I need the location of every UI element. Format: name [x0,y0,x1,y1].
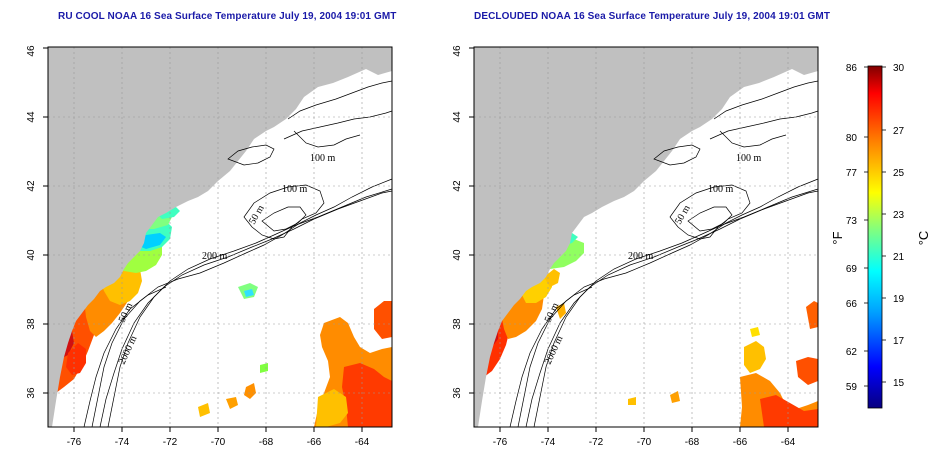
contour-label-200m: 200 m [628,251,654,262]
contour-label-200m: 200 m [202,251,228,262]
celsius-tick: 19 [893,294,905,305]
left-y-tick-labels: 36 38 40 42 44 46 [26,45,37,399]
lon-label: -68 [259,437,274,448]
lat-label: 46 [452,45,463,57]
right-y-ticks [469,47,474,394]
celsius-tick: 21 [893,252,905,263]
right-map-title: DECLOUDED NOAA 16 Sea Surface Temperatur… [474,11,831,22]
lon-label: -76 [493,437,508,448]
fahrenheit-tick: 66 [846,299,858,310]
fahrenheit-ticks: 86 80 77 73 69 66 62 59 [846,63,858,393]
lon-label: -64 [355,437,370,448]
lon-label: -70 [637,437,652,448]
right-frame [473,46,819,428]
lon-label: -74 [115,437,130,448]
lat-label: 38 [26,318,37,330]
fahrenheit-tick: 62 [846,347,858,358]
lat-label: 46 [26,45,37,57]
fahrenheit-tick: 77 [846,168,858,179]
celsius-ticks: 30 27 25 23 21 19 17 15 [893,63,905,389]
celsius-tick: 17 [893,336,905,347]
fahrenheit-unit-label: °F [830,231,845,244]
contour-label-100m-a: 100 m [736,153,762,164]
lon-label: -64 [781,437,796,448]
lon-label: -72 [589,437,604,448]
left-map-panel: 100 m 100 m 50 m 200 m 50 m 2000 m -76 [26,45,393,448]
lon-label: -66 [733,437,748,448]
left-x-tick-labels: -76 -74 -72 -70 -68 -66 -64 [67,437,370,448]
right-gridlines [474,47,818,427]
celsius-tick: 25 [893,168,905,179]
fahrenheit-tick: 86 [846,63,858,74]
colorbar: 86 80 77 73 69 66 62 59 30 27 25 23 21 1… [830,63,931,409]
fahrenheit-tick: 80 [846,133,858,144]
lon-label: -66 [307,437,322,448]
celsius-tickmarks [882,66,886,383]
left-map-title: RU COOL NOAA 16 Sea Surface Temperature … [58,11,397,22]
contour-label-100m-a: 100 m [310,153,336,164]
left-y-ticks [43,47,48,394]
left-gridlines [48,47,392,427]
fahrenheit-tickmarks [864,66,868,387]
lat-label: 40 [26,249,37,261]
lon-label: -74 [541,437,556,448]
lon-label: -68 [685,437,700,448]
lon-label: -72 [163,437,178,448]
celsius-tick: 15 [893,378,905,389]
lat-label: 36 [26,387,37,399]
celsius-tick: 30 [893,63,905,74]
left-x-ticks [73,427,363,432]
celsius-tick: 23 [893,210,905,221]
lat-label: 44 [452,111,463,123]
lat-label: 44 [26,111,37,123]
fahrenheit-tick: 59 [846,382,858,393]
right-y-tick-labels: 36 38 40 42 44 46 [452,45,463,399]
right-x-tick-labels: -76 -74 -72 -70 -68 -66 -64 [493,437,796,448]
lon-label: -76 [67,437,82,448]
lat-label: 42 [26,180,37,192]
fahrenheit-tick: 69 [846,264,858,275]
lat-label: 40 [452,249,463,261]
celsius-tick: 27 [893,126,905,137]
right-x-ticks [499,427,789,432]
lon-label: -70 [211,437,226,448]
lat-label: 38 [452,318,463,330]
lat-label: 36 [452,387,463,399]
lat-label: 42 [452,180,463,192]
right-map-panel: 100 m 100 m 50 m 200 m 50 m 2000 m -76 [452,45,819,448]
colorbar-gradient [867,65,883,409]
contour-label-100m-b: 100 m [708,184,734,195]
left-frame [47,46,393,428]
fahrenheit-tick: 73 [846,216,858,227]
contour-label-100m-b: 100 m [282,184,308,195]
celsius-unit-label: °C [916,231,931,246]
